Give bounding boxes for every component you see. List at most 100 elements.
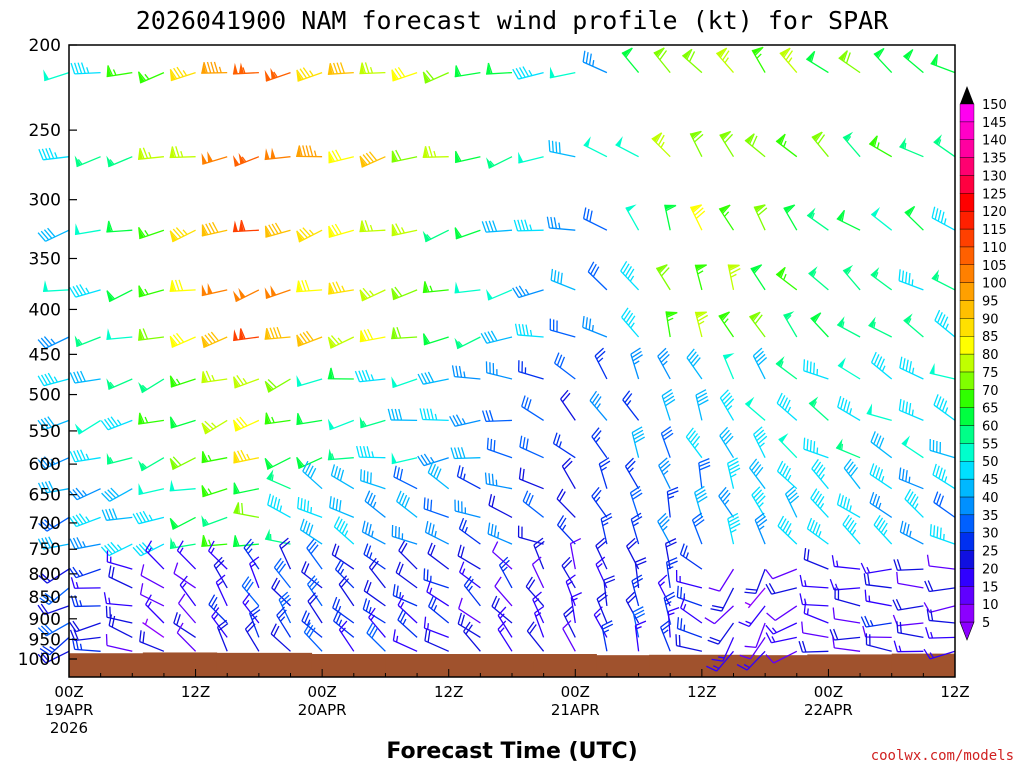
wind-barb [328,281,354,295]
x-tick-label: 2026 [50,719,88,737]
y-tick-label: 500 [29,386,61,406]
colorbar-label: 80 [982,348,999,363]
wind-barb [744,396,766,421]
colorbar-label: 135 [982,152,1007,167]
wind-barb [426,580,450,607]
wind-barb [201,419,228,435]
wind-barb [931,206,956,231]
terrain-segment [807,654,893,677]
wind-barb [896,571,924,589]
wind-barb [665,311,678,338]
wind-barb [634,620,647,652]
wind-barb [328,149,354,164]
wind-barb [37,603,70,616]
wind-barb [37,622,70,637]
colorbar-label: 50 [982,455,999,470]
wind-barb [869,463,893,490]
wind-barb [784,486,800,518]
wind-barb [302,460,323,490]
wind-barb [176,540,197,570]
wind-barb [706,650,734,672]
wind-barb [139,630,165,652]
x-tick-label: 00Z [561,683,590,701]
x-tick-label: 22APR [804,701,853,719]
wind-barb [808,266,829,291]
wind-barb [354,369,386,383]
wind-barb [595,556,608,589]
wind-barb [899,356,924,380]
wind-barb [708,568,735,592]
wind-barb [106,220,133,233]
wind-barb [422,145,449,158]
wind-barb [582,207,608,231]
wind-barb [835,438,861,459]
x-axis-label: Forecast Time (UTC) [386,739,637,764]
wind-barb [454,65,481,78]
wind-barb [38,516,70,532]
wind-barb [749,458,766,490]
wind-barb [624,457,640,490]
wind-barb [751,46,766,73]
y-tick-label: 850 [29,588,61,608]
wind-barb [70,62,101,75]
colorbar-swatch [959,496,975,516]
wind-barb [803,548,829,570]
terrain-segment [385,654,534,677]
wind-barb [69,629,101,642]
wind-barb [808,396,829,421]
y-tick-label: 200 [29,36,61,56]
wind-barb [393,465,418,490]
wind-barb [657,347,671,380]
wind-barb [930,54,956,74]
y-tick-label: 250 [29,121,61,141]
wind-barb [201,534,228,547]
wind-barb [799,574,829,589]
wind-barb [632,606,646,638]
wind-barb [481,220,513,233]
wind-barb [486,156,513,169]
wind-barb [215,574,228,607]
wind-barb [169,66,196,82]
wind-barb [232,62,259,75]
wind-barb [397,609,418,638]
x-tick-label: 00Z [54,683,83,701]
wind-barb [933,394,956,421]
wind-barb [69,566,101,579]
colorbar-swatch [959,443,975,462]
wind-barb [422,229,449,243]
wind-barb [629,485,643,518]
wind-barb [176,622,197,652]
wind-barb [327,367,354,380]
wind-barb [832,636,861,652]
x-tick-label: 12Z [687,683,716,701]
wind-barb [361,520,386,545]
wind-barb [561,457,576,490]
wind-barb [901,435,924,459]
wind-barb [903,49,924,74]
wind-barb [653,47,671,74]
wind-barb [776,392,798,421]
wind-barb [630,512,643,545]
wind-barb [211,607,228,638]
wind-barb [657,512,671,545]
wind-barb [74,223,101,236]
wind-barb [138,378,165,394]
wind-barb [810,488,829,518]
wind-barb [727,512,741,545]
wind-barb [333,610,355,638]
wind-barb [458,597,481,624]
colorbar-label: 100 [982,277,1007,292]
wind-barb [934,309,956,338]
wind-barb [208,594,228,624]
wind-barb [37,336,70,349]
x-tick-label: 12Z [940,683,969,701]
wind-barb [631,426,646,458]
wind-barb [366,622,386,652]
y-tick-label: 450 [29,345,61,365]
colorbar-swatch [959,389,975,408]
wind-barb [514,323,544,338]
wind-barb [775,133,798,158]
y-tick-label: 800 [29,565,61,585]
wind-barb [137,71,165,84]
colorbar-label: 140 [982,134,1007,149]
